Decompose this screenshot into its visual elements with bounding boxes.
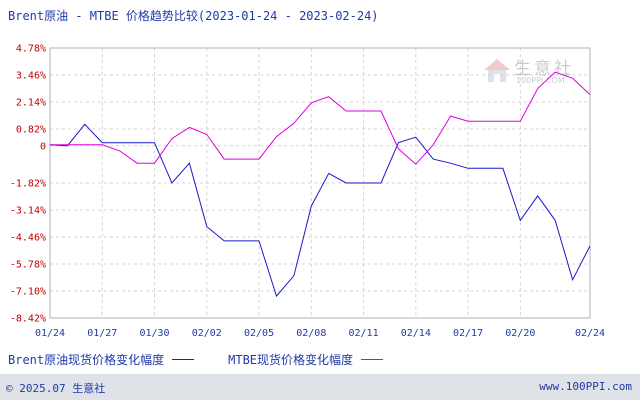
plot-area: 4.78% 3.46% 2.14% 0.82% 0 -1.82% -3.14% -4.46% -…: [10, 44, 605, 340]
y-tick-label: -3.14%: [10, 206, 46, 217]
x-tick-label: 01/27: [87, 328, 117, 339]
x-tick-label: 01/24: [35, 328, 65, 339]
y-tick-label: 3.46%: [16, 71, 46, 82]
series-line-0: [49, 123, 591, 298]
legend-label-series-0: Brent原油现货价格变化幅度: [8, 353, 165, 367]
watermark-logo: 生意社 100PPI.COM: [482, 52, 592, 92]
y-tick-label: 2.14%: [16, 98, 46, 109]
x-tick-label: 02/11: [348, 328, 378, 339]
y-tick-label: 0: [40, 141, 46, 152]
x-tick-label: 02/08: [296, 328, 326, 339]
legend-label-series-1: MTBE现货价格变化幅度: [228, 353, 354, 367]
y-tick-label: -5.78%: [10, 260, 46, 271]
y-tick-label: 0.82%: [16, 125, 46, 136]
y-tick-label: 4.78%: [16, 44, 46, 55]
y-tick-label: -7.10%: [10, 287, 46, 298]
y-tick-label: -4.46%: [10, 233, 46, 244]
x-tick-label: 02/02: [192, 328, 222, 339]
legend-swatch-series-1: [361, 359, 384, 360]
x-tick-label: 02/05: [244, 328, 274, 339]
watermark-cn: 生意社: [514, 59, 574, 79]
house-logo-icon: [484, 59, 510, 82]
x-tick-label: 02/17: [453, 328, 483, 339]
chart-title: Brent原油 - MTBE 价格趋势比较(2023-01-24 - 2023-…: [8, 9, 379, 23]
y-tick-label: -8.42%: [10, 314, 46, 325]
x-tick-label: 01/30: [139, 328, 169, 339]
watermark-en: 100PPI.COM: [516, 76, 565, 85]
plot-border: [49, 47, 591, 319]
series-line-1: [50, 71, 591, 165]
label-layer: 4.78% 3.46% 2.14% 0.82% 0 -1.82% -3.14% -4.46% -…: [10, 44, 605, 340]
y-tick-label: -1.82%: [10, 179, 46, 190]
footer-url: www.100PPI.com: [539, 380, 632, 393]
legend-swatch-series-0: [172, 359, 195, 360]
series-layer: [49, 71, 591, 298]
axis-layer: [49, 47, 591, 319]
footer-copyright: © 2025.07 生意社: [6, 382, 106, 395]
x-tick-label: 02/20: [505, 328, 535, 339]
grid-layer: [49, 47, 591, 319]
x-tick-label: 02/14: [401, 328, 431, 339]
x-tick-label: 02/24: [575, 328, 605, 339]
footer-bar: © 2025.07 生意社 www.100PPI.com: [0, 374, 640, 400]
legend: Brent原油现货价格变化幅度 MTBE现货价格变化幅度: [8, 351, 397, 368]
